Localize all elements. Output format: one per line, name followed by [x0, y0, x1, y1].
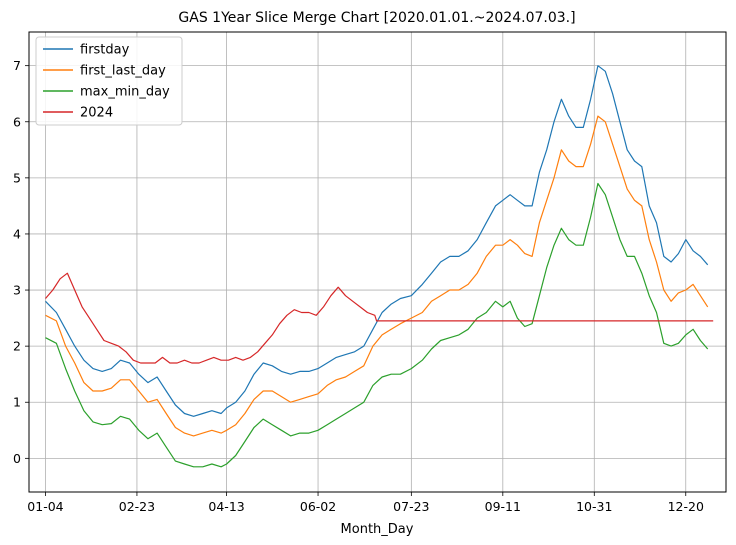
y-tick-label: 2: [13, 339, 21, 354]
series-line-max-min-day: [45, 182, 709, 468]
y-tick-label: 7: [13, 58, 21, 73]
grid: [29, 32, 726, 492]
chart-title: GAS 1Year Slice Merge Chart [2020.01.01.…: [178, 10, 575, 26]
x-tick-label: 07-23: [393, 499, 429, 514]
legend-label: max_min_day: [80, 85, 170, 100]
legend: firstday first_last_day max_min_day 2024: [35, 36, 183, 126]
legend-label: 2024: [80, 106, 113, 121]
y-axis: 0 1 2 3 4 5 6 7: [13, 58, 29, 466]
x-tick-label: 09-11: [485, 499, 521, 514]
y-tick-label: 5: [13, 170, 21, 185]
x-tick-label: 01-04: [27, 499, 63, 514]
series-layer: [45, 65, 714, 468]
y-tick-label: 6: [13, 114, 21, 129]
series-line-firstday: [45, 65, 709, 417]
series-line-first-last-day: [45, 115, 709, 437]
legend-label: firstday: [80, 43, 130, 58]
x-tick-label: 06-02: [300, 499, 336, 514]
series-line-2024: [45, 272, 714, 364]
y-tick-label: 3: [13, 283, 21, 298]
y-tick-label: 1: [13, 395, 21, 410]
x-axis-label: Month_Day: [341, 522, 414, 537]
x-tick-label: 02-23: [119, 499, 155, 514]
plot-frame: [28, 31, 727, 493]
y-tick-label: 4: [13, 226, 21, 241]
x-tick-label: 10-31: [576, 499, 612, 514]
y-tick-label: 0: [13, 451, 21, 466]
x-tick-label: 12-20: [668, 499, 704, 514]
legend-box: [35, 36, 183, 126]
legend-label: first_last_day: [80, 64, 166, 79]
x-axis: 01-04 02-23 04-13 06-02 07-23 09-11 10-31 12-20: [27, 492, 704, 514]
x-tick-label: 04-13: [208, 499, 244, 514]
